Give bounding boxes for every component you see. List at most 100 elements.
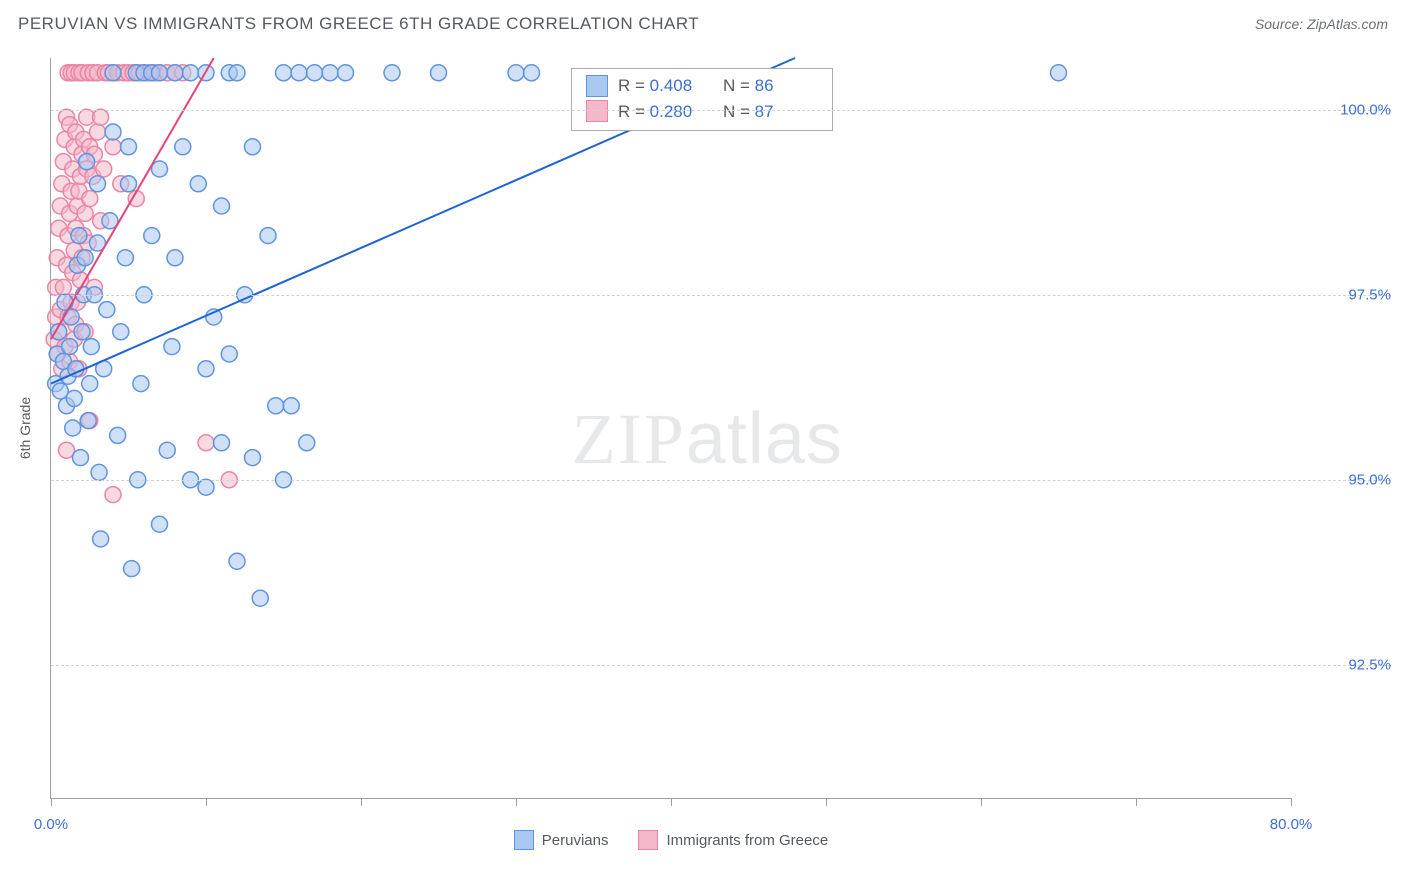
x-tick — [981, 798, 982, 806]
scatter-point-peruvians — [144, 228, 160, 244]
legend-label: Peruvians — [542, 832, 609, 849]
y-tick-label: 100.0% — [1301, 101, 1391, 118]
scatter-point-peruvians — [77, 250, 93, 266]
stats-r-greece: R = 0.280 — [618, 99, 713, 125]
scatter-point-peruvians — [291, 65, 307, 81]
scatter-point-peruvians — [62, 339, 78, 355]
scatter-point-peruvians — [71, 228, 87, 244]
y-tick-label: 95.0% — [1301, 471, 1391, 488]
scatter-point-peruvians — [79, 154, 95, 170]
scatter-point-peruvians — [63, 309, 79, 325]
scatter-point-peruvians — [198, 361, 214, 377]
scatter-point-peruvians — [121, 176, 137, 192]
chart-header: PERUVIAN VS IMMIGRANTS FROM GREECE 6TH G… — [0, 0, 1406, 48]
scatter-point-peruvians — [124, 561, 140, 577]
scatter-point-greece — [93, 109, 109, 125]
chart-title: PERUVIAN VS IMMIGRANTS FROM GREECE 6TH G… — [18, 14, 699, 34]
x-tick-label: 0.0% — [34, 798, 68, 833]
gridline-h — [51, 665, 1391, 666]
chart-source: Source: ZipAtlas.com — [1255, 16, 1388, 32]
legend-swatch — [638, 830, 658, 850]
scatter-point-peruvians — [167, 250, 183, 266]
scatter-point-peruvians — [307, 65, 323, 81]
scatter-svg — [51, 58, 1291, 798]
stats-swatch-peruvians — [586, 75, 608, 97]
y-axis-label: 6th Grade — [17, 397, 33, 459]
scatter-point-peruvians — [110, 427, 126, 443]
scatter-point-peruvians — [72, 450, 88, 466]
scatter-point-peruvians — [93, 531, 109, 547]
scatter-point-peruvians — [190, 176, 206, 192]
scatter-point-peruvians — [57, 294, 73, 310]
scatter-point-peruvians — [113, 324, 129, 340]
scatter-point-peruvians — [260, 228, 276, 244]
x-tick — [361, 798, 362, 806]
scatter-point-peruvians — [229, 553, 245, 569]
scatter-point-peruvians — [214, 435, 230, 451]
scatter-point-peruvians — [117, 250, 133, 266]
scatter-point-peruvians — [508, 65, 524, 81]
y-tick-label: 92.5% — [1301, 656, 1391, 673]
gridline-h — [51, 295, 1391, 296]
scatter-point-peruvians — [105, 124, 121, 140]
gridline-h — [51, 110, 1391, 111]
scatter-point-greece — [96, 161, 112, 177]
stats-n-peruvians: N = 86 — [723, 73, 818, 99]
scatter-point-peruvians — [83, 339, 99, 355]
scatter-point-greece — [198, 435, 214, 451]
scatter-point-peruvians — [524, 65, 540, 81]
scatter-point-peruvians — [133, 376, 149, 392]
scatter-point-peruvians — [214, 198, 230, 214]
scatter-point-peruvians — [82, 376, 98, 392]
scatter-point-peruvians — [229, 65, 245, 81]
scatter-point-peruvians — [164, 339, 180, 355]
plot-container: 6th Grade ZIPatlas R = 0.408N = 86R = 0.… — [50, 48, 1390, 808]
scatter-point-peruvians — [198, 479, 214, 495]
scatter-point-peruvians — [252, 590, 268, 606]
scatter-point-peruvians — [276, 65, 292, 81]
scatter-point-peruvians — [74, 324, 90, 340]
stats-row-peruvians: R = 0.408 N = 86 — [586, 73, 818, 99]
scatter-point-peruvians — [66, 390, 82, 406]
scatter-point-peruvians — [384, 65, 400, 81]
scatter-point-peruvians — [65, 420, 81, 436]
x-tick — [671, 798, 672, 806]
scatter-point-greece — [55, 279, 71, 295]
scatter-point-peruvians — [90, 176, 106, 192]
legend-swatch — [514, 830, 534, 850]
scatter-point-peruvians — [322, 65, 338, 81]
scatter-point-peruvians — [99, 302, 115, 318]
stats-swatch-greece — [586, 100, 608, 122]
y-tick-label: 97.5% — [1301, 286, 1391, 303]
scatter-point-peruvians — [152, 516, 168, 532]
stats-n-greece: N = 87 — [723, 99, 818, 125]
scatter-point-peruvians — [91, 464, 107, 480]
stats-row-greece: R = 0.280 N = 87 — [586, 99, 818, 125]
x-tick — [206, 798, 207, 806]
scatter-point-peruvians — [221, 346, 237, 362]
scatter-point-peruvians — [245, 139, 261, 155]
scatter-point-greece — [77, 205, 93, 221]
correlation-stats-box: R = 0.408 N = 86 R = 0.280 N = 87 — [571, 68, 833, 131]
stats-r-peruvians: R = 0.408 — [618, 73, 713, 99]
scatter-point-peruvians — [245, 450, 261, 466]
x-tick-label: 80.0% — [1270, 798, 1313, 833]
scatter-point-peruvians — [175, 139, 191, 155]
scatter-point-peruvians — [152, 65, 168, 81]
x-tick — [826, 798, 827, 806]
legend-label: Immigrants from Greece — [666, 832, 828, 849]
bottom-legend: Peruvians Immigrants from Greece — [51, 830, 1291, 850]
scatter-point-peruvians — [268, 398, 284, 414]
scatter-point-peruvians — [1051, 65, 1067, 81]
legend-item-1: Immigrants from Greece — [638, 830, 828, 850]
scatter-point-greece — [105, 487, 121, 503]
y-axis-label-box: 6th Grade — [10, 48, 40, 808]
scatter-point-greece — [90, 124, 106, 140]
scatter-point-peruvians — [338, 65, 354, 81]
scatter-point-peruvians — [105, 65, 121, 81]
scatter-point-peruvians — [183, 65, 199, 81]
scatter-point-peruvians — [159, 442, 175, 458]
scatter-point-peruvians — [167, 65, 183, 81]
scatter-point-greece — [105, 139, 121, 155]
x-tick — [516, 798, 517, 806]
